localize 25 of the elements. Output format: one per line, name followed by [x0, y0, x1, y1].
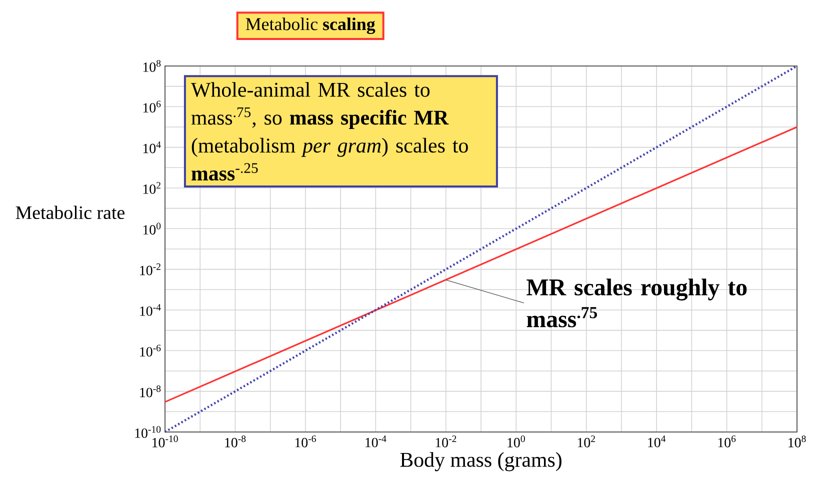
x-tick-label: 10$^{-8}$: [225, 436, 246, 448]
text: Whole-animal MR scales to mass$^{.75}$, so mass specific MR (metabolism per gram) scales to mass$^{-.25}$: [190, 82, 468, 181]
y-tick-label: 10$^{6}$: [143, 100, 161, 113]
x-tick-label: 10$^{-4}$: [366, 436, 386, 448]
y-tick-label: 10$^{-6}$: [140, 344, 161, 357]
x-tick-label: 10$^{6}$: [718, 436, 736, 448]
y-tick-label: 10$^{-2}$: [140, 263, 160, 276]
y-tick-label: 10$^{4}$: [143, 141, 161, 154]
y-tick-label: 10$^{-4}$: [140, 304, 161, 316]
y-tick-label: 10$^{0}$: [143, 222, 161, 235]
x-tick-label: 10$^{4}$: [648, 436, 666, 448]
y-tick-label: 10$^{2}$: [143, 182, 160, 194]
x-tick-label: 10$^{0}$: [508, 436, 525, 448]
x-tick-label: 10$^{-2}$: [436, 436, 456, 448]
x-tick-label: 10$^{8}$: [788, 436, 806, 448]
y-tick-label: 10$^{8}$: [143, 60, 161, 72]
annotation: MR scales roughly to mass$^{.75}$: [526, 278, 747, 328]
chart-title: Metabolic scaling: [246, 18, 376, 34]
x-axis-title: Body mass (grams): [400, 452, 562, 472]
y-axis-title: Metabolic rate: [16, 206, 124, 220]
x-tick-label: 10$^{2}$: [578, 436, 595, 448]
y-tick-label: 10$^{-8}$: [140, 385, 161, 398]
y-tick-label: 10$^{-10}$: [135, 426, 161, 438]
x-tick-label: 10$^{-6}$: [295, 436, 316, 448]
x-tick-label: 10$^{-10}$: [152, 436, 178, 448]
